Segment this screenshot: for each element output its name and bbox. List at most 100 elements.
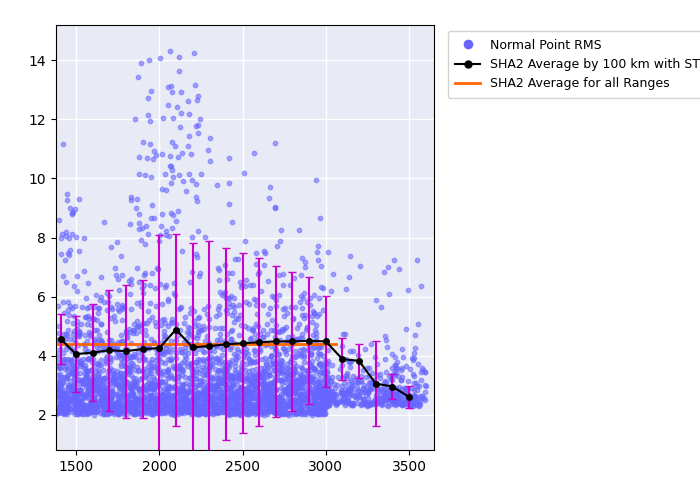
- Point: [183, 340, 195, 347]
- Point: [395, 398, 406, 406]
- Point: [63, 386, 74, 394]
- Point: [74, 194, 85, 202]
- Point: [60, 362, 71, 370]
- Point: [69, 328, 80, 336]
- Point: [248, 405, 260, 413]
- Point: [279, 407, 290, 415]
- Point: [308, 366, 319, 374]
- Point: [318, 405, 329, 413]
- Point: [119, 406, 130, 414]
- Point: [193, 313, 204, 321]
- Point: [312, 349, 323, 357]
- Point: [206, 392, 217, 400]
- Point: [180, 347, 191, 355]
- Point: [289, 382, 300, 390]
- Point: [188, 400, 199, 407]
- Point: [146, 392, 157, 400]
- Point: [167, 408, 178, 416]
- Point: [289, 274, 300, 281]
- Point: [66, 383, 78, 391]
- Point: [296, 254, 307, 262]
- Point: [125, 404, 136, 411]
- Point: [88, 372, 99, 380]
- Point: [209, 386, 220, 394]
- Point: [153, 266, 164, 274]
- Point: [112, 300, 123, 308]
- Point: [131, 396, 142, 404]
- Point: [139, 403, 150, 411]
- Point: [315, 400, 326, 408]
- Point: [288, 398, 300, 406]
- Point: [211, 181, 222, 189]
- Point: [82, 380, 93, 388]
- Point: [297, 386, 308, 394]
- Point: [296, 304, 307, 312]
- Point: [290, 336, 302, 344]
- Point: [260, 339, 272, 347]
- Point: [60, 355, 71, 363]
- Point: [374, 374, 386, 382]
- Point: [170, 320, 181, 328]
- Point: [232, 408, 243, 416]
- Point: [120, 392, 132, 400]
- Point: [174, 386, 185, 394]
- Point: [320, 372, 331, 380]
- Point: [128, 400, 139, 408]
- Point: [62, 306, 74, 314]
- Point: [359, 398, 370, 406]
- Point: [96, 393, 107, 401]
- Point: [76, 396, 87, 404]
- Point: [258, 392, 269, 400]
- Point: [159, 359, 170, 367]
- Point: [340, 388, 351, 396]
- Point: [142, 380, 153, 388]
- Point: [84, 376, 95, 384]
- Point: [233, 376, 244, 384]
- Point: [81, 336, 92, 344]
- Point: [379, 396, 391, 404]
- Point: [226, 356, 237, 364]
- Point: [363, 364, 374, 372]
- Point: [176, 388, 188, 396]
- Point: [105, 344, 116, 352]
- Point: [296, 330, 307, 338]
- Point: [108, 369, 119, 377]
- Point: [322, 393, 333, 401]
- Point: [204, 386, 215, 394]
- Point: [191, 394, 202, 402]
- Point: [290, 378, 301, 386]
- Point: [272, 394, 284, 402]
- Point: [85, 405, 97, 413]
- Point: [363, 386, 374, 394]
- Point: [186, 360, 197, 368]
- Point: [293, 409, 304, 417]
- Point: [190, 180, 201, 188]
- Point: [166, 394, 177, 402]
- Point: [125, 390, 136, 398]
- Point: [298, 294, 309, 302]
- Point: [332, 398, 343, 406]
- Point: [400, 400, 411, 408]
- Point: [87, 400, 98, 408]
- Point: [213, 355, 224, 363]
- Point: [143, 395, 154, 403]
- Point: [180, 394, 191, 402]
- Point: [66, 209, 77, 217]
- Point: [69, 205, 80, 213]
- Point: [302, 394, 314, 402]
- Point: [280, 408, 291, 416]
- Point: [52, 382, 63, 390]
- Point: [183, 381, 195, 389]
- Point: [127, 392, 139, 400]
- Point: [71, 357, 83, 365]
- Point: [242, 408, 253, 416]
- Point: [271, 398, 282, 406]
- Point: [232, 399, 243, 407]
- Point: [97, 394, 108, 402]
- Point: [288, 384, 299, 392]
- Point: [169, 400, 181, 408]
- Point: [176, 402, 187, 409]
- Point: [269, 379, 280, 387]
- Point: [235, 362, 246, 370]
- Point: [108, 340, 120, 348]
